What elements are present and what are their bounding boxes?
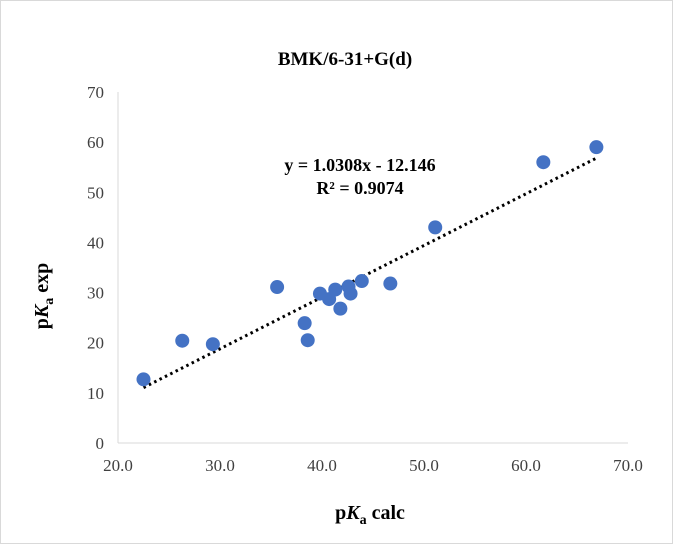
trendline [142,156,598,389]
y-tick-label: 0 [96,434,105,453]
y-tick-label: 60 [87,133,104,152]
y-tick-label: 40 [87,233,104,252]
x-tick-label: 60.0 [511,456,541,475]
x-axis-title-italic: K [345,502,361,524]
x-axis-title-subscript: a [360,513,367,528]
data-point [300,333,315,348]
data-point [383,276,398,291]
x-axis-title-pre: p [335,502,346,524]
data-points [136,140,604,387]
axes [117,92,628,444]
data-point [270,280,285,295]
data-point [589,140,604,155]
x-tick-label: 30.0 [205,456,235,475]
x-axis-title-post: calc [367,502,405,524]
svg-text:pKa exp: pKa exp [31,263,57,329]
chart-title: BMK/6-31+G(d) [278,49,412,70]
x-axis-title: pKa calc [335,502,405,528]
data-point [428,220,443,235]
data-point [536,155,551,170]
trendline-equation: y = 1.0308x - 12.146 [284,155,435,175]
data-point [328,282,343,297]
data-point [136,372,151,387]
data-point [175,333,190,348]
y-tick-label: 30 [87,284,104,303]
y-tick-label: 20 [87,334,104,353]
y-tick-label: 10 [87,384,104,403]
trendline-group [142,156,598,389]
x-tick-labels: 20.0 30.0 40.0 50.0 60.0 70.0 [103,456,643,475]
y-tick-label: 50 [87,183,104,202]
y-tick-labels: 0 10 20 30 40 50 60 70 [87,83,104,453]
data-point [333,301,348,316]
y-tick-label: 70 [87,83,104,102]
y-axis-title-italic: K [31,303,53,319]
y-axis-title-post: exp [31,263,53,298]
data-point [297,316,312,331]
data-point [343,286,358,301]
x-tick-label: 50.0 [409,456,439,475]
y-axis-title-subscript: a [42,298,57,305]
y-axis-title-pre: p [31,318,53,329]
data-point [354,274,369,289]
x-tick-label: 40.0 [307,456,337,475]
trendline-r-squared: R² = 0.9074 [316,178,403,198]
y-axis-title: pKa exp [31,263,57,329]
data-point [205,337,220,352]
svg-text:pKa calc: pKa calc [335,502,405,528]
x-tick-label: 70.0 [613,456,643,475]
x-tick-label: 20.0 [103,456,133,475]
